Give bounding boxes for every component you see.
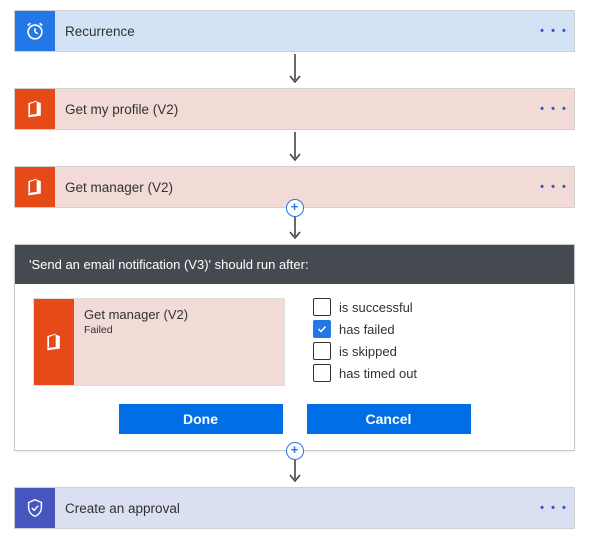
run-after-option[interactable]: is successful (313, 298, 556, 316)
checkbox-icon[interactable] (313, 364, 331, 382)
more-menu-icon[interactable]: • • • (534, 502, 574, 514)
more-menu-icon[interactable]: • • • (534, 181, 574, 193)
previous-action-title: Get manager (V2) (84, 307, 274, 322)
office-icon (15, 89, 55, 129)
step-title: Get my profile (V2) (55, 102, 534, 117)
previous-action-status: Failed (84, 324, 274, 336)
step-title: Get manager (V2) (55, 180, 534, 195)
checkbox-icon[interactable] (313, 298, 331, 316)
option-label: has failed (339, 322, 395, 337)
option-label: is successful (339, 300, 413, 315)
add-step-icon[interactable]: + (286, 442, 304, 460)
checkbox-icon[interactable] (313, 320, 331, 338)
run-after-options: is successful has failed is skipped has tim… (313, 298, 556, 386)
office-icon (15, 167, 55, 207)
done-button[interactable]: Done (119, 404, 283, 434)
connector-arrow: + (14, 451, 575, 487)
approval-shield-icon (15, 488, 55, 528)
run-after-option[interactable]: is skipped (313, 342, 556, 360)
cancel-button[interactable]: Cancel (307, 404, 471, 434)
more-menu-icon[interactable]: • • • (534, 25, 574, 37)
alarm-clock-icon (15, 11, 55, 51)
add-step-icon[interactable]: + (286, 199, 304, 217)
step-title: Recurrence (55, 24, 534, 39)
previous-action-card: Get manager (V2) Failed (33, 298, 285, 386)
run-after-option[interactable]: has failed (313, 320, 556, 338)
connector-arrow (14, 52, 575, 88)
more-menu-icon[interactable]: • • • (534, 103, 574, 115)
option-label: is skipped (339, 344, 397, 359)
connector-arrow (14, 130, 575, 166)
step-create-approval[interactable]: Create an approval • • • (14, 487, 575, 529)
connector-arrow: + (14, 208, 575, 244)
office-icon (34, 299, 74, 385)
run-after-panel: 'Send an email notification (V3)' should… (14, 244, 575, 451)
checkbox-icon[interactable] (313, 342, 331, 360)
option-label: has timed out (339, 366, 417, 381)
step-recurrence[interactable]: Recurrence • • • (14, 10, 575, 52)
run-after-option[interactable]: has timed out (313, 364, 556, 382)
panel-header: 'Send an email notification (V3)' should… (15, 245, 574, 284)
step-get-my-profile[interactable]: Get my profile (V2) • • • (14, 88, 575, 130)
step-title: Create an approval (55, 501, 534, 516)
